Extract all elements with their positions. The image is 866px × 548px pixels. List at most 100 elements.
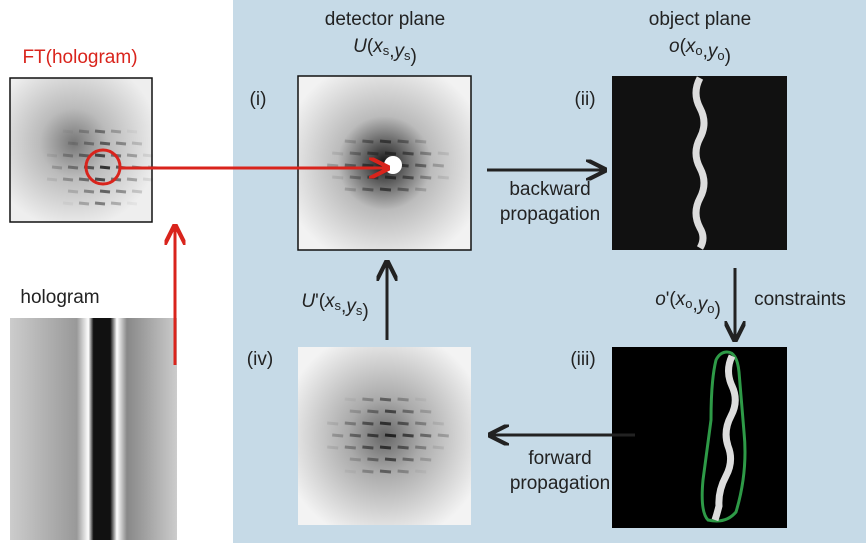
streak bbox=[398, 141, 409, 142]
streak bbox=[345, 471, 356, 472]
streak bbox=[345, 399, 356, 400]
streak bbox=[420, 411, 431, 412]
streak bbox=[95, 155, 105, 156]
streak bbox=[362, 141, 373, 142]
ft-label: FT(hologram) bbox=[22, 47, 137, 68]
detector-image-i bbox=[298, 76, 471, 250]
formula-part: U bbox=[353, 36, 367, 57]
streak bbox=[380, 399, 391, 400]
figure: FT(hologram) hologram detector plane obj… bbox=[0, 0, 866, 543]
streak bbox=[415, 141, 426, 142]
streak bbox=[385, 435, 396, 436]
streak bbox=[100, 191, 110, 192]
streak bbox=[127, 179, 137, 180]
streak bbox=[127, 155, 137, 156]
streak bbox=[380, 189, 391, 190]
streak bbox=[127, 131, 137, 132]
streak bbox=[403, 459, 414, 460]
streak bbox=[362, 189, 373, 190]
streak bbox=[433, 165, 444, 166]
object-title: object plane bbox=[649, 9, 751, 30]
streak bbox=[63, 155, 73, 156]
streak bbox=[385, 153, 396, 154]
streak bbox=[132, 143, 142, 144]
streak bbox=[398, 189, 409, 190]
formula-part: o bbox=[669, 36, 680, 57]
streak bbox=[380, 471, 391, 472]
streak bbox=[380, 447, 391, 448]
hologram-label: hologram bbox=[20, 287, 99, 308]
streak bbox=[415, 189, 426, 190]
streak bbox=[100, 143, 110, 144]
streak bbox=[380, 423, 391, 424]
ft-hologram-image bbox=[10, 78, 158, 222]
formula-part: o bbox=[655, 289, 666, 310]
streak bbox=[350, 435, 361, 436]
streak bbox=[116, 143, 126, 144]
streak bbox=[420, 153, 431, 154]
streak bbox=[438, 153, 449, 154]
streak bbox=[433, 423, 444, 424]
panel-label: (iv) bbox=[247, 349, 273, 370]
streak bbox=[403, 153, 414, 154]
formula-part: o bbox=[685, 296, 692, 311]
streak bbox=[350, 411, 361, 412]
streak bbox=[95, 179, 105, 180]
streak bbox=[362, 423, 373, 424]
streak bbox=[433, 447, 444, 448]
formula-part: U bbox=[301, 291, 315, 312]
object-image-ii bbox=[612, 76, 787, 250]
streak bbox=[327, 423, 338, 424]
formula-part: o bbox=[707, 301, 714, 316]
streak bbox=[143, 179, 153, 180]
streak bbox=[403, 177, 414, 178]
panel-label: (ii) bbox=[574, 89, 595, 110]
streak bbox=[332, 177, 343, 178]
streak bbox=[420, 435, 431, 436]
object-image-iii bbox=[612, 347, 787, 528]
streak bbox=[438, 435, 449, 436]
detector-image-iv bbox=[298, 347, 471, 525]
streak bbox=[415, 447, 426, 448]
streak bbox=[367, 411, 378, 412]
streak bbox=[438, 177, 449, 178]
streak bbox=[398, 471, 409, 472]
streak bbox=[385, 177, 396, 178]
streak bbox=[403, 435, 414, 436]
detector-title: detector plane bbox=[325, 9, 445, 30]
streak bbox=[367, 459, 378, 460]
streak bbox=[345, 141, 356, 142]
streak bbox=[367, 177, 378, 178]
streak bbox=[68, 143, 78, 144]
streak bbox=[47, 155, 57, 156]
streak bbox=[350, 459, 361, 460]
streak bbox=[350, 153, 361, 154]
streak bbox=[95, 131, 105, 132]
formula-part: ) bbox=[411, 46, 417, 67]
arrow-label: propagation bbox=[500, 204, 600, 225]
streak bbox=[79, 131, 89, 132]
streak bbox=[327, 165, 338, 166]
streak bbox=[63, 203, 73, 204]
streak bbox=[111, 131, 121, 132]
streak bbox=[95, 203, 105, 204]
streak bbox=[415, 165, 426, 166]
streak bbox=[127, 203, 137, 204]
arrow-label: constraints bbox=[754, 289, 846, 310]
streak bbox=[111, 203, 121, 204]
streak bbox=[68, 167, 78, 168]
streak bbox=[132, 191, 142, 192]
streak bbox=[398, 399, 409, 400]
streak bbox=[367, 153, 378, 154]
streak bbox=[332, 435, 343, 436]
arrow-label: propagation bbox=[510, 473, 610, 494]
streak bbox=[68, 191, 78, 192]
streak bbox=[362, 447, 373, 448]
streak bbox=[327, 447, 338, 448]
streak bbox=[332, 153, 343, 154]
arrow-label: forward bbox=[528, 448, 591, 469]
streak bbox=[79, 155, 89, 156]
streak bbox=[415, 399, 426, 400]
streak bbox=[84, 143, 94, 144]
streak bbox=[63, 179, 73, 180]
